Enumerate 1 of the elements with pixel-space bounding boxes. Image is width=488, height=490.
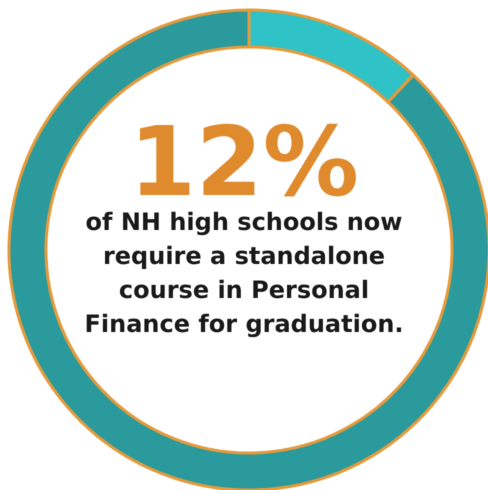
donut-slice — [8, 8, 488, 490]
